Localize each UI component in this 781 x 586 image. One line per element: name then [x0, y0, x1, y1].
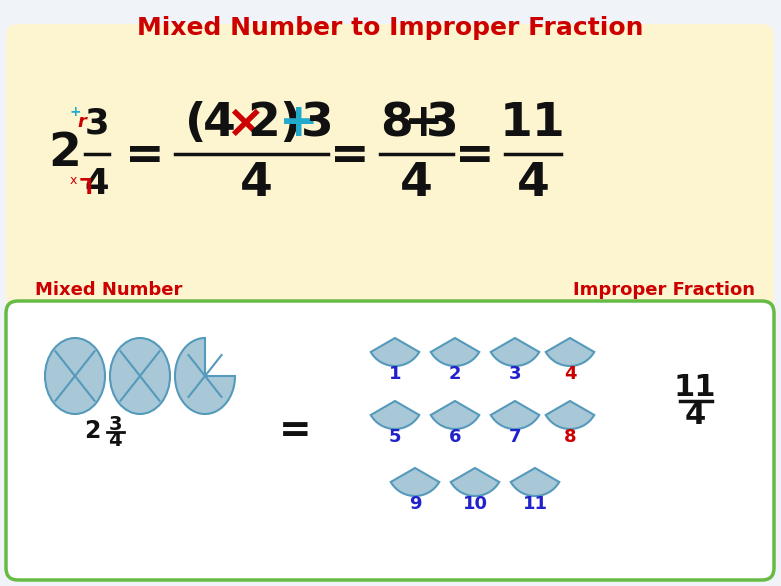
Text: Mixed Number: Mixed Number — [35, 281, 183, 299]
Text: 3: 3 — [301, 101, 333, 146]
Ellipse shape — [110, 338, 170, 414]
Wedge shape — [431, 401, 480, 429]
Wedge shape — [490, 401, 539, 429]
Text: =: = — [455, 134, 495, 179]
Text: Mixed Number to Improper Fraction: Mixed Number to Improper Fraction — [137, 16, 644, 40]
Wedge shape — [546, 338, 594, 366]
Text: (: ( — [185, 101, 207, 146]
Text: 4: 4 — [516, 162, 550, 206]
Text: 2: 2 — [449, 365, 462, 383]
Text: 2): 2) — [247, 101, 301, 146]
Wedge shape — [546, 401, 594, 429]
Text: ×: × — [225, 101, 265, 146]
Wedge shape — [371, 338, 419, 366]
Text: 3: 3 — [508, 365, 521, 383]
Text: 4: 4 — [85, 167, 109, 201]
Text: L: L — [77, 172, 90, 192]
Text: 4: 4 — [240, 162, 273, 206]
Wedge shape — [431, 338, 480, 366]
Wedge shape — [390, 468, 439, 496]
Text: Improper Fraction: Improper Fraction — [573, 281, 755, 299]
Text: =: = — [125, 134, 165, 179]
Text: 11: 11 — [500, 101, 566, 146]
Text: 11: 11 — [674, 373, 716, 403]
Text: 3: 3 — [426, 101, 458, 146]
FancyBboxPatch shape — [6, 301, 774, 580]
Text: 4: 4 — [400, 162, 433, 206]
Text: 3: 3 — [109, 414, 122, 434]
Text: 5: 5 — [389, 428, 401, 446]
Text: 4: 4 — [109, 431, 122, 451]
Text: 2: 2 — [84, 419, 100, 443]
Text: 2: 2 — [48, 131, 81, 176]
Text: 10: 10 — [462, 495, 487, 513]
Text: +: + — [404, 101, 444, 146]
Text: =: = — [330, 134, 370, 179]
Wedge shape — [511, 468, 559, 496]
Text: 8: 8 — [564, 428, 576, 446]
Text: 9: 9 — [408, 495, 421, 513]
Text: 11: 11 — [522, 495, 547, 513]
Text: 8: 8 — [380, 101, 412, 146]
Text: x: x — [70, 175, 77, 188]
Text: +: + — [70, 105, 80, 119]
Wedge shape — [490, 338, 539, 366]
Text: r: r — [77, 113, 87, 131]
FancyBboxPatch shape — [6, 24, 774, 318]
Polygon shape — [175, 338, 235, 414]
Wedge shape — [371, 401, 419, 429]
Text: 3: 3 — [84, 107, 109, 141]
Text: 4: 4 — [203, 101, 236, 146]
Text: 4: 4 — [564, 365, 576, 383]
Text: 4: 4 — [684, 401, 705, 431]
Text: +: + — [279, 101, 319, 146]
Ellipse shape — [45, 338, 105, 414]
Wedge shape — [451, 468, 499, 496]
Text: 1: 1 — [389, 365, 401, 383]
Text: =: = — [279, 412, 312, 450]
Text: 7: 7 — [508, 428, 521, 446]
Text: 6: 6 — [449, 428, 462, 446]
